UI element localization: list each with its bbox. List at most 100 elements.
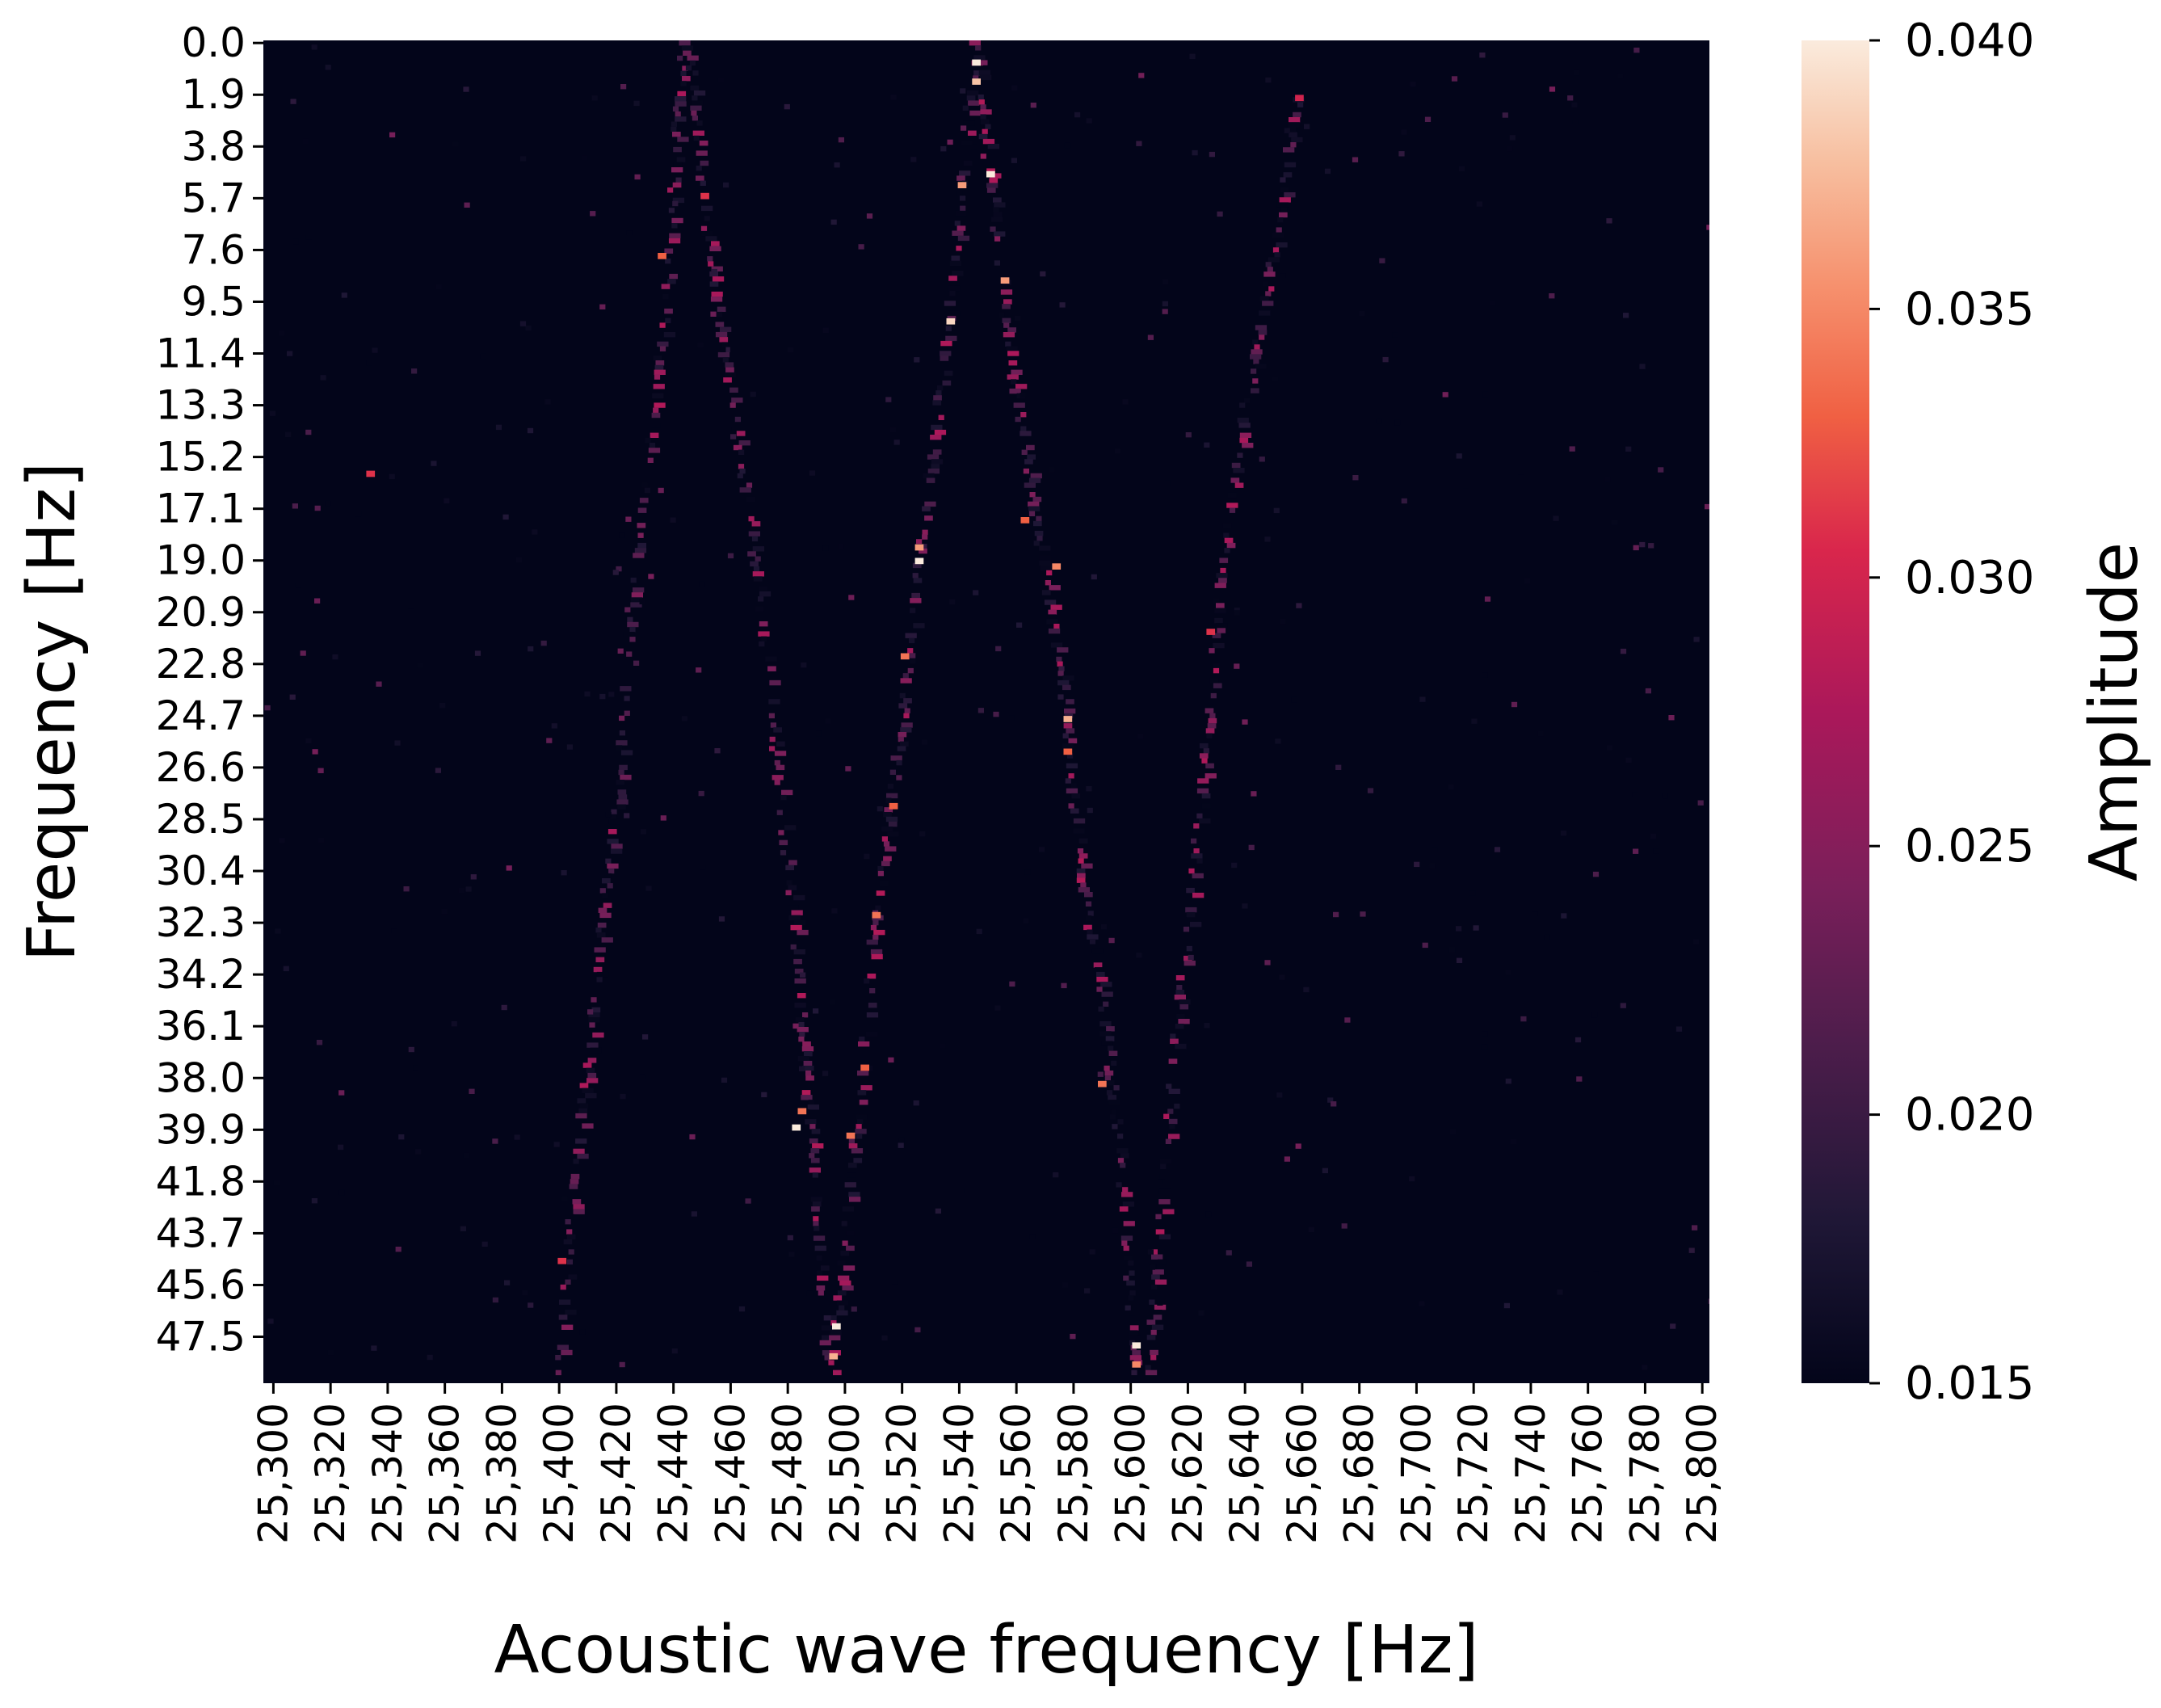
heatmap-cell <box>1398 151 1405 157</box>
heatmap-cell <box>739 487 751 493</box>
heatmap-cell <box>942 380 952 386</box>
heatmap-cell <box>372 347 378 353</box>
heatmap-cell <box>843 1265 856 1271</box>
heatmap-cell <box>1204 442 1210 448</box>
heatmap-cell <box>1070 1333 1076 1340</box>
heatmap-cell <box>868 1003 877 1008</box>
heatmap-cell <box>814 1226 820 1231</box>
heatmap-cell <box>1432 847 1438 852</box>
heatmap-cell <box>593 966 603 973</box>
heatmap-cell <box>1164 480 1171 486</box>
heatmap-cell <box>1331 1101 1337 1107</box>
heatmap-hotspot <box>792 1124 801 1131</box>
heatmap-cell <box>1122 399 1129 405</box>
heatmap-cell <box>957 235 970 242</box>
heatmap-cell <box>774 780 780 785</box>
heatmap-cell <box>700 225 708 232</box>
heatmap-cell <box>1591 1012 1598 1018</box>
heatmap-cell <box>1132 1350 1141 1356</box>
heatmap-cell <box>675 111 681 117</box>
heatmap-cell <box>800 972 806 978</box>
heatmap-cell <box>1178 1019 1190 1024</box>
y-tick-label: 45.6 <box>156 1261 246 1308</box>
heatmap-cell <box>723 377 732 383</box>
heatmap-cell <box>880 881 889 886</box>
heatmap-cell <box>1003 332 1015 338</box>
heatmap-cell <box>598 907 608 913</box>
heatmap-cell <box>590 211 596 217</box>
heatmap-cell <box>823 1315 833 1321</box>
heatmap-cell <box>1158 1259 1167 1265</box>
heatmap-cell <box>718 916 725 922</box>
heatmap-cell <box>314 598 321 604</box>
heatmap-cell <box>320 375 326 381</box>
heatmap-hotspot <box>1132 1361 1141 1368</box>
heatmap-cell <box>1289 132 1297 137</box>
heatmap-cell <box>736 431 746 436</box>
heatmap-cell <box>976 60 988 65</box>
heatmap-cell <box>1039 555 1051 561</box>
heatmap-cell <box>1057 671 1064 676</box>
heatmap-cell <box>729 387 738 393</box>
heatmap-cell <box>711 266 723 271</box>
heatmap-cell <box>1045 580 1051 586</box>
heatmap-cell <box>1071 793 1081 799</box>
heatmap-cell <box>1456 957 1463 963</box>
heatmap-cell <box>904 708 910 713</box>
heatmap-cell <box>967 90 979 96</box>
heatmap-cell <box>1157 1179 1163 1184</box>
heatmap-cell <box>677 55 683 61</box>
heatmap-cell <box>570 1173 580 1180</box>
heatmap-cell <box>1050 604 1062 610</box>
heatmap-cell <box>829 1335 841 1340</box>
heatmap-cell <box>1091 574 1097 580</box>
heatmap-cell <box>1066 699 1074 705</box>
heatmap-hotspot <box>797 1108 807 1115</box>
heatmap-cell <box>417 663 423 668</box>
heatmap-cell <box>325 500 331 507</box>
heatmap-cell <box>692 100 704 106</box>
heatmap-cell <box>1192 892 1205 898</box>
heatmap-cell <box>1242 903 1248 909</box>
heatmap-cell <box>1557 1289 1563 1295</box>
heatmap-cell <box>591 1007 601 1013</box>
heatmap-cell <box>1204 1023 1210 1029</box>
heatmap-cell <box>851 1306 857 1312</box>
heatmap-cell <box>1448 784 1454 790</box>
heatmap-cell <box>1303 987 1310 993</box>
heatmap-cell <box>940 351 952 356</box>
heatmap-cell <box>1213 642 1225 649</box>
heatmap-cell <box>1216 623 1228 629</box>
x-tick-label: 25,560 <box>993 1403 1040 1544</box>
heatmap-cell <box>463 1152 469 1158</box>
heatmap-cell <box>431 461 437 466</box>
heatmap-cell <box>660 815 666 821</box>
heatmap-cell <box>648 448 661 453</box>
heatmap-cell <box>842 1206 854 1212</box>
heatmap-cell <box>316 1040 323 1045</box>
x-tick-label: 25,700 <box>1393 1403 1440 1544</box>
heatmap-cell <box>956 246 962 251</box>
heatmap-cell <box>1442 392 1448 398</box>
heatmap-cell <box>1106 1026 1115 1032</box>
heatmap-cell <box>748 531 760 536</box>
heatmap-cell <box>1046 570 1053 576</box>
heatmap-cell <box>1280 619 1286 625</box>
heatmap-cell <box>1008 360 1018 366</box>
heatmap-cell <box>1650 834 1657 839</box>
heatmap-cell <box>619 532 625 538</box>
heatmap-cell <box>693 135 700 141</box>
heatmap-cell <box>910 658 916 664</box>
heatmap-cell <box>1209 678 1219 684</box>
heatmap-cell <box>819 1340 831 1346</box>
heatmap-cell <box>624 607 631 612</box>
heatmap-cell <box>1199 753 1209 759</box>
heatmap-cell <box>1259 310 1271 316</box>
heatmap-cell <box>1129 1290 1136 1296</box>
heatmap-cell <box>647 457 654 463</box>
heatmap-cell <box>1463 488 1469 494</box>
heatmap-cell <box>667 279 676 284</box>
heatmap-cell <box>290 99 296 104</box>
heatmap-cell <box>1409 1176 1415 1182</box>
heatmap-cell <box>910 598 922 604</box>
